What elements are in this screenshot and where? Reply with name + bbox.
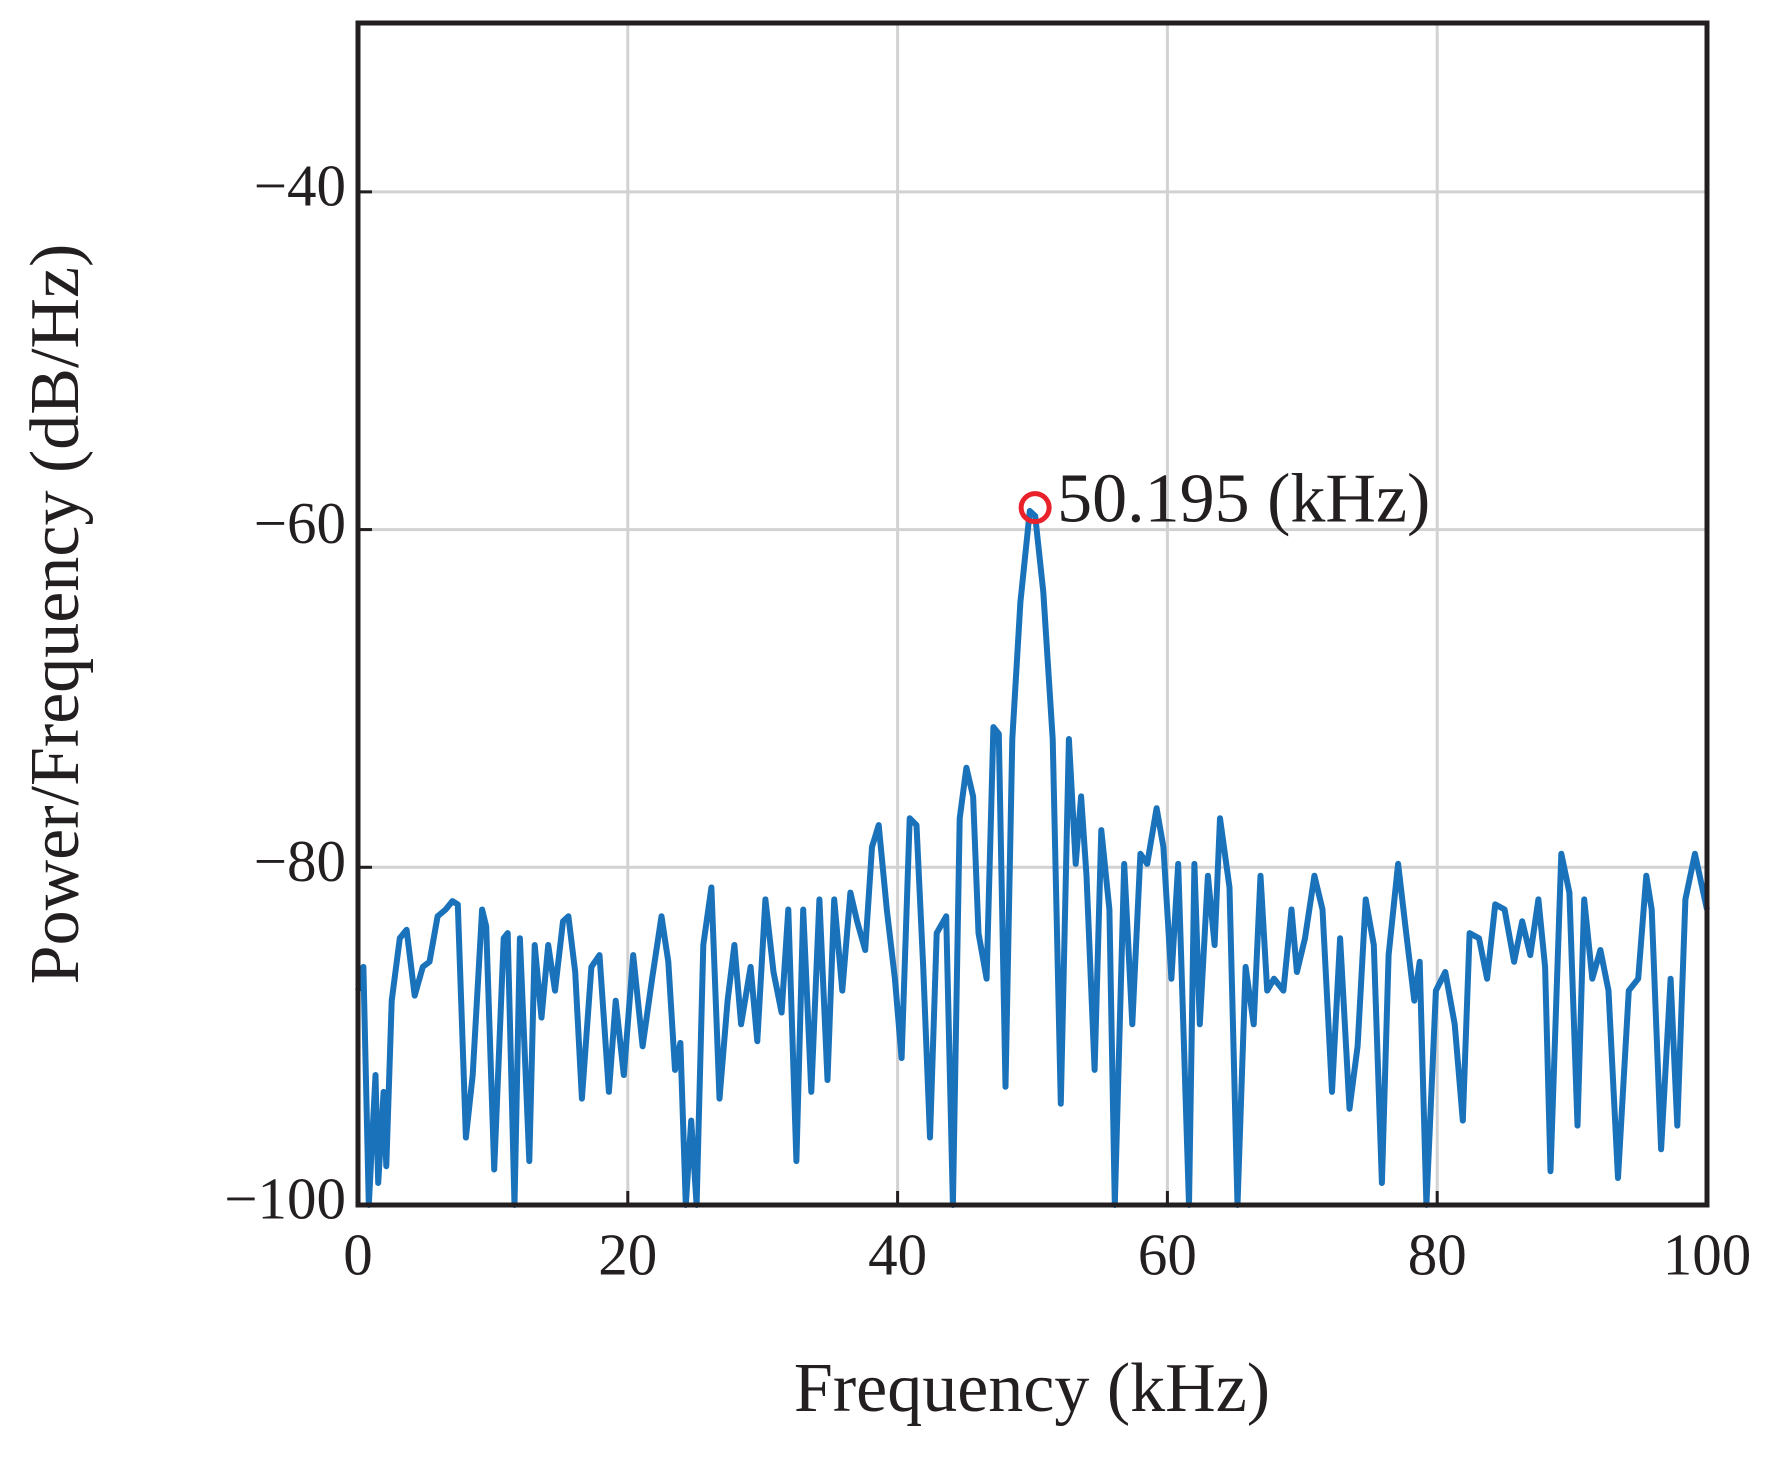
x-axis-label: Frequency (kHz) bbox=[794, 1350, 1270, 1427]
y-tick-label: −40 bbox=[254, 152, 346, 218]
peak-annotation: 50.195 (kHz) bbox=[1057, 461, 1430, 538]
y-tick-label: −60 bbox=[254, 490, 346, 556]
y-axis-label: Power/Frequency (dB/Hz) bbox=[17, 244, 94, 985]
x-tick-label: 20 bbox=[598, 1222, 657, 1288]
x-tick-label: 0 bbox=[343, 1222, 373, 1288]
y-tick-label: −100 bbox=[224, 1166, 346, 1232]
line-series bbox=[355, 508, 1710, 1208]
x-tick-label: 60 bbox=[1138, 1222, 1197, 1288]
peak-marker bbox=[1018, 491, 1052, 525]
x-tick-label: 80 bbox=[1408, 1222, 1467, 1288]
plot-frame bbox=[355, 20, 1710, 1208]
y-tick-label: −80 bbox=[254, 828, 346, 894]
x-tick-label: 100 bbox=[1663, 1222, 1752, 1288]
x-tick-label: 40 bbox=[868, 1222, 927, 1288]
